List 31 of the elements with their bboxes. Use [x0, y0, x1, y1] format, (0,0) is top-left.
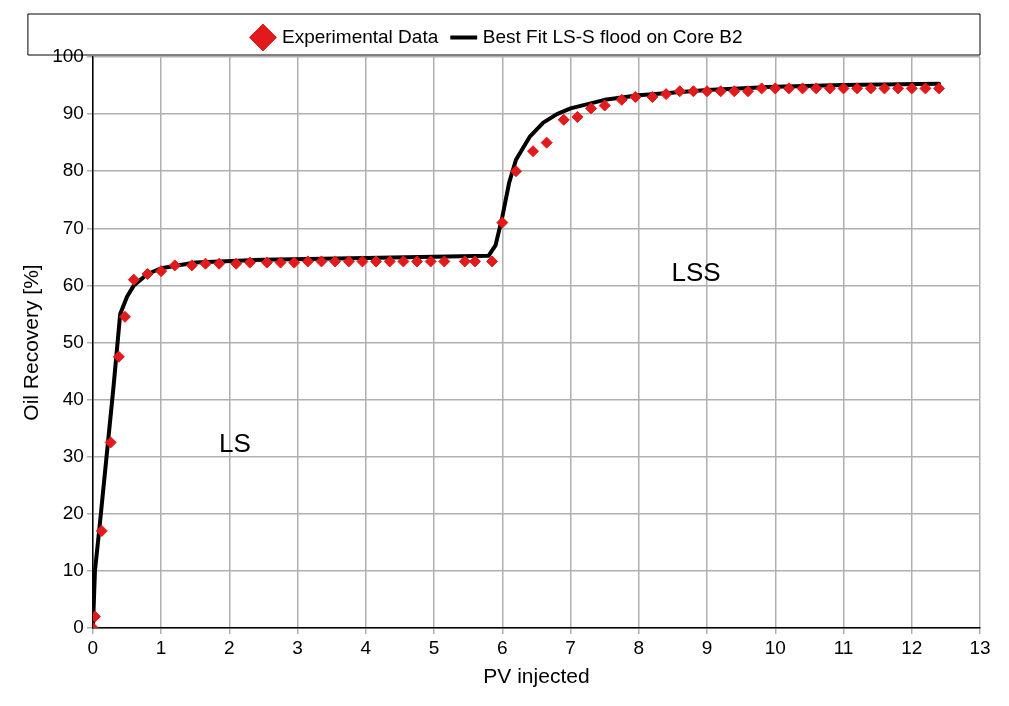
x-tick-label: 2 — [224, 636, 235, 658]
x-tick-label: 0 — [87, 636, 99, 658]
x-axis-title: PV injected — [483, 664, 590, 688]
legend-label: Best Fit LS-S flood on Core B2 — [482, 25, 743, 47]
y-tick-label: 60 — [62, 273, 84, 295]
x-tick-label: 3 — [292, 636, 303, 658]
y-tick-label: 50 — [62, 330, 84, 352]
x-tick-label: 6 — [497, 636, 508, 658]
y-tick-label: 0 — [73, 616, 84, 638]
x-tick-label: 1 — [155, 636, 167, 658]
y-tick-label: 20 — [62, 502, 84, 524]
y-axis-title: Oil Recovery [%] — [19, 264, 43, 421]
x-tick-label: 12 — [901, 636, 923, 658]
annotation: LSS — [671, 257, 721, 288]
x-tick-label: 10 — [764, 636, 786, 658]
y-tick-label: 70 — [62, 216, 84, 238]
y-tick-label: 90 — [62, 102, 84, 124]
annotation: LS — [218, 428, 251, 459]
y-tick-label: 40 — [62, 387, 84, 409]
x-tick-label: 11 — [833, 636, 854, 658]
legend-label: Experimental Data — [281, 25, 439, 47]
x-tick-label: 5 — [428, 636, 440, 658]
y-tick-label: 100 — [52, 45, 84, 67]
y-tick-label: 80 — [62, 159, 84, 181]
x-tick-label: 7 — [565, 636, 576, 658]
x-tick-label: 13 — [969, 636, 991, 658]
x-tick-label: 4 — [360, 636, 372, 658]
y-tick-label: 30 — [62, 444, 84, 466]
x-tick-label: 9 — [701, 636, 713, 658]
x-tick-label: 8 — [633, 636, 645, 658]
y-tick-label: 10 — [62, 559, 84, 581]
